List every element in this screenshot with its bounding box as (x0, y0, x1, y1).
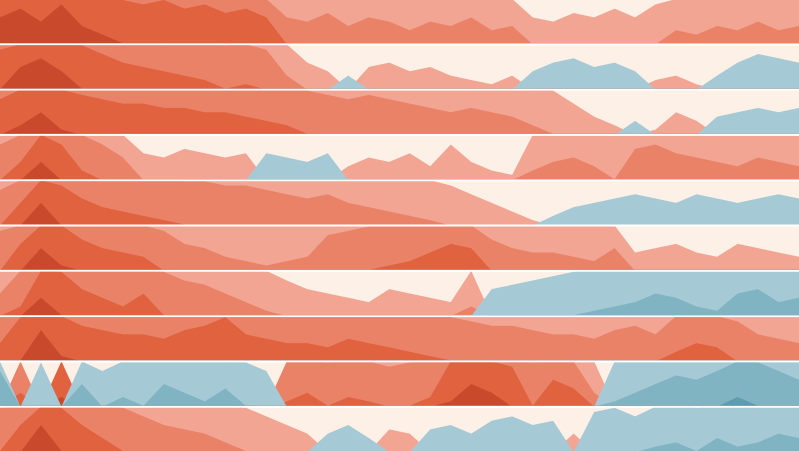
horizon-row (0, 317, 799, 361)
horizon-row (0, 135, 799, 180)
positive-band (0, 407, 799, 451)
positive-band (1, 362, 594, 406)
negative-band (719, 397, 759, 406)
positive-band (0, 135, 799, 180)
negative-band (0, 362, 799, 406)
negative-band (246, 153, 348, 180)
negative-band (0, 433, 799, 451)
negative-band (0, 134, 799, 135)
negative-band (329, 53, 799, 89)
negative-band (471, 271, 799, 316)
positive-band (43, 384, 511, 406)
positive-band (0, 226, 491, 270)
negative-band (0, 89, 799, 90)
horizon-row (0, 90, 799, 135)
horizon-row (0, 407, 799, 451)
negative-band (0, 360, 799, 361)
negative-band (0, 360, 799, 361)
negative-band (0, 43, 799, 44)
negative-band (0, 360, 799, 361)
horizon-row (0, 0, 799, 44)
positive-band (21, 202, 61, 225)
positive-band (21, 161, 61, 180)
negative-band (616, 107, 799, 134)
negative-band (573, 289, 799, 316)
horizon-row (0, 362, 799, 406)
negative-band (0, 270, 799, 271)
positive-band (21, 248, 79, 270)
positive-band (0, 407, 799, 451)
negative-band (0, 315, 799, 316)
horizon-row (0, 45, 799, 90)
negative-band (0, 407, 799, 451)
positive-band (0, 4, 123, 44)
negative-band (0, 270, 799, 271)
negative-band (0, 179, 799, 180)
horizon-row (0, 271, 799, 316)
positive-band (0, 317, 799, 361)
positive-band (0, 271, 490, 316)
negative-band (0, 43, 799, 44)
positive-band (0, 90, 308, 134)
negative-band (534, 194, 799, 225)
positive-band (21, 297, 62, 316)
negative-band (0, 225, 799, 226)
positive-band (2, 112, 79, 134)
horizon-row (0, 181, 799, 226)
negative-band (0, 225, 799, 226)
negative-band (0, 43, 799, 44)
horizon-row (0, 226, 799, 271)
negative-band (0, 179, 799, 180)
negative-band (0, 89, 799, 90)
positive-band (0, 58, 82, 89)
negative-band (0, 362, 799, 406)
negative-band (0, 270, 799, 271)
negative-band (0, 134, 799, 135)
positive-band (1, 135, 101, 180)
